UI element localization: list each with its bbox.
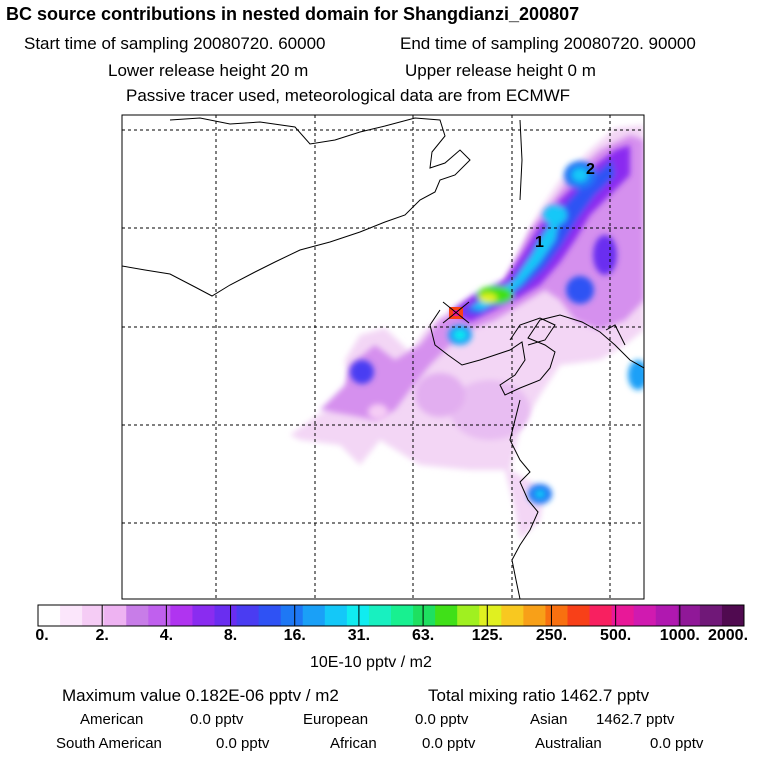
colorbar-cell bbox=[60, 605, 83, 626]
colorbar-cell bbox=[324, 605, 348, 626]
total-mixing-ratio: Total mixing ratio 1462.7 pptv bbox=[428, 686, 650, 705]
colorbar-tick-label: 125. bbox=[471, 627, 503, 644]
colorbar-cell bbox=[148, 605, 171, 626]
colorbar-cell bbox=[214, 605, 238, 626]
colorbar bbox=[37, 604, 745, 627]
marker-1-label: 1 bbox=[535, 234, 544, 251]
south-american-value: 0.0 pptv bbox=[216, 735, 270, 752]
end-time-label: End time of sampling 20080720. 90000 bbox=[400, 34, 696, 53]
colorbar-cell bbox=[479, 605, 502, 626]
south-american-label: South American bbox=[56, 735, 162, 752]
colorbar-tick-label: 31. bbox=[347, 627, 371, 644]
colorbar-tick-label: 2000. bbox=[707, 627, 749, 644]
colorbar-cell bbox=[655, 605, 679, 626]
colorbar-cell bbox=[435, 605, 458, 626]
american-label: American bbox=[80, 711, 144, 728]
colorbar-cell bbox=[280, 605, 304, 626]
upper-release-height: Upper release height 0 m bbox=[405, 61, 596, 80]
source-hotspot bbox=[442, 301, 470, 324]
colorbar-cell bbox=[236, 605, 260, 626]
map-title: BC source contributions in nested domain… bbox=[6, 4, 580, 24]
african-label: African bbox=[330, 735, 377, 752]
start-time-label: Start time of sampling 20080720. 60000 bbox=[24, 34, 326, 53]
african-value: 0.0 pptv bbox=[422, 735, 476, 752]
tracer-note: Passive tracer used, meteorological data… bbox=[126, 86, 571, 105]
colorbar-tick-label: 16. bbox=[283, 627, 306, 644]
lat-lon-grid bbox=[122, 115, 644, 599]
colorbar-tick-label: 500. bbox=[600, 627, 632, 644]
colorbar-cell bbox=[104, 605, 127, 626]
colorbar-cell bbox=[126, 605, 149, 626]
colorbar-cell bbox=[567, 605, 591, 626]
australian-value: 0.0 pptv bbox=[650, 735, 704, 752]
colorbar-tick-label: 0. bbox=[35, 627, 49, 644]
colorbar-cell bbox=[258, 605, 282, 626]
colorbar-cell bbox=[346, 605, 370, 626]
european-label: European bbox=[303, 711, 369, 728]
colorbar-tick-label: 1000. bbox=[659, 627, 700, 644]
colorbar-cell bbox=[589, 605, 613, 626]
colorbar-cell bbox=[545, 605, 568, 626]
european-value: 0.0 pptv bbox=[415, 711, 469, 728]
colorbar-tick-label: 8. bbox=[223, 627, 238, 644]
australian-label: Australian bbox=[535, 735, 602, 752]
plume-core bbox=[350, 145, 644, 504]
american-value: 0.0 pptv bbox=[190, 711, 244, 728]
colorbar-cell bbox=[368, 605, 392, 626]
colorbar-cell bbox=[501, 605, 524, 626]
colorbar-cell bbox=[413, 605, 436, 626]
colorbar-cell bbox=[721, 605, 745, 626]
colorbar-tick-label: 63. bbox=[411, 627, 435, 644]
colorbar-cell bbox=[170, 605, 193, 626]
colorbar-cell bbox=[523, 605, 546, 626]
map-frame bbox=[121, 114, 645, 600]
colorbar-cell bbox=[192, 605, 215, 626]
colorbar-cell bbox=[677, 605, 701, 626]
colorbar-cell bbox=[391, 605, 414, 626]
marker-2-label: 2 bbox=[586, 161, 595, 178]
colorbar-cell bbox=[302, 605, 326, 626]
colorbar-tick-label: 250. bbox=[535, 627, 568, 644]
colorbar-cell bbox=[457, 605, 480, 626]
asian-label: Asian bbox=[530, 711, 568, 728]
colorbar-cell bbox=[699, 605, 723, 626]
colorbar-units: 10E-10 pptv / m2 bbox=[310, 654, 432, 671]
maximum-value: Maximum value 0.182E-06 pptv / m2 bbox=[62, 686, 339, 705]
asian-value: 1462.7 pptv bbox=[596, 711, 675, 728]
lower-release-height: Lower release height 20 m bbox=[108, 61, 309, 80]
colorbar-tick-label: 4. bbox=[159, 627, 174, 644]
colorbar-cell bbox=[633, 605, 657, 626]
colorbar-cell bbox=[82, 605, 105, 626]
colorbar-cell bbox=[38, 605, 61, 626]
colorbar-tick-label: 2. bbox=[95, 627, 109, 644]
colorbar-cell bbox=[611, 605, 635, 626]
